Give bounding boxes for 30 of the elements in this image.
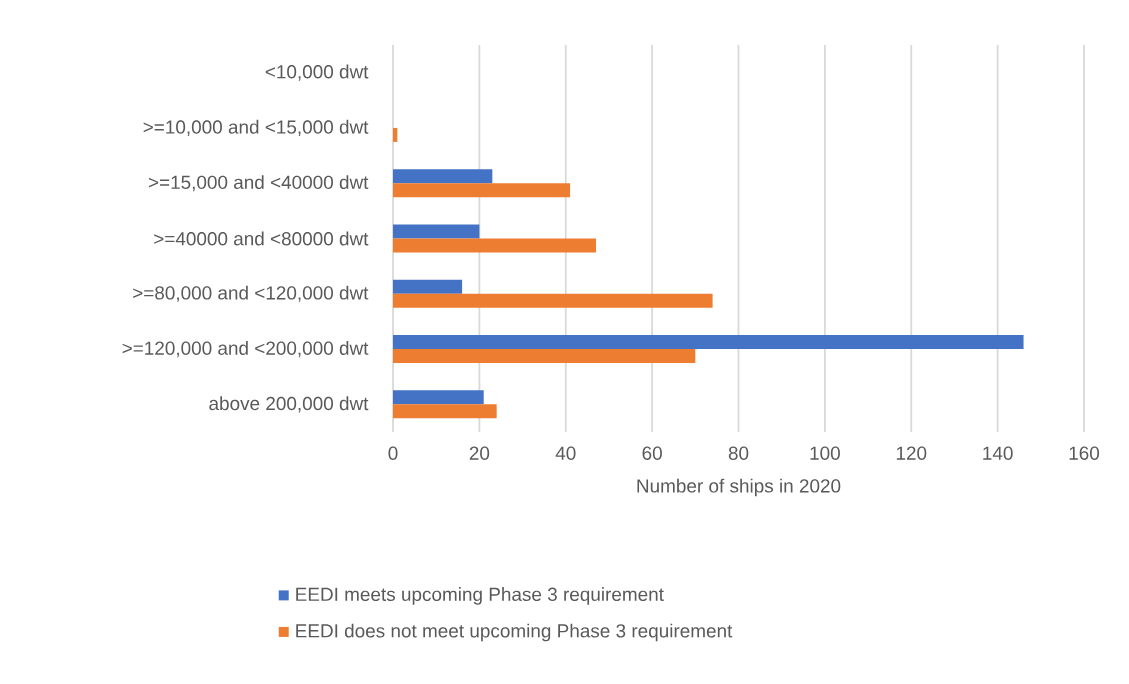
x-tick-label: 20 bbox=[469, 446, 490, 460]
bar bbox=[393, 293, 713, 308]
x-tick-label: 0 bbox=[388, 446, 398, 460]
x-tick-label: 140 bbox=[983, 446, 1013, 460]
bar bbox=[393, 224, 480, 239]
x-tick-label: 60 bbox=[642, 446, 662, 460]
bar bbox=[393, 390, 484, 405]
bar bbox=[393, 335, 1024, 350]
x-tick-label: 100 bbox=[810, 446, 840, 460]
bar bbox=[393, 238, 596, 253]
y-tick-label: >=10,000 and <15,000 dwt bbox=[143, 119, 369, 136]
bar bbox=[393, 183, 571, 198]
x-tick-label: 120 bbox=[896, 446, 927, 460]
y-tick-label: >=80,000 and <120,000 dwt bbox=[133, 285, 369, 302]
x-tick-label: 160 bbox=[1069, 446, 1100, 460]
x-tick-label: 40 bbox=[555, 446, 576, 460]
y-tick-label: >=120,000 and <200,000 dwt bbox=[122, 340, 369, 358]
bar bbox=[393, 279, 463, 294]
y-tick-label: above 200,000 dwt bbox=[209, 396, 369, 413]
legend-label: EEDI does not meet upcoming Phase 3 requirement bbox=[296, 623, 733, 642]
y-tick-label: >=40000 and <80000 dwt bbox=[154, 231, 369, 246]
bar bbox=[393, 349, 696, 364]
bar bbox=[393, 169, 493, 184]
bar bbox=[393, 127, 398, 142]
x-axis-title: Number of ships in 2020 bbox=[637, 478, 841, 497]
y-tick-label: >=15,000 and <40000 dwt bbox=[148, 175, 369, 192]
x-tick-label: 80 bbox=[728, 446, 749, 460]
y-tick-label: <10,000 dwt bbox=[265, 64, 369, 81]
legend-label: EEDI meets upcoming Phase 3 requirement bbox=[296, 587, 664, 605]
bar bbox=[393, 404, 497, 419]
